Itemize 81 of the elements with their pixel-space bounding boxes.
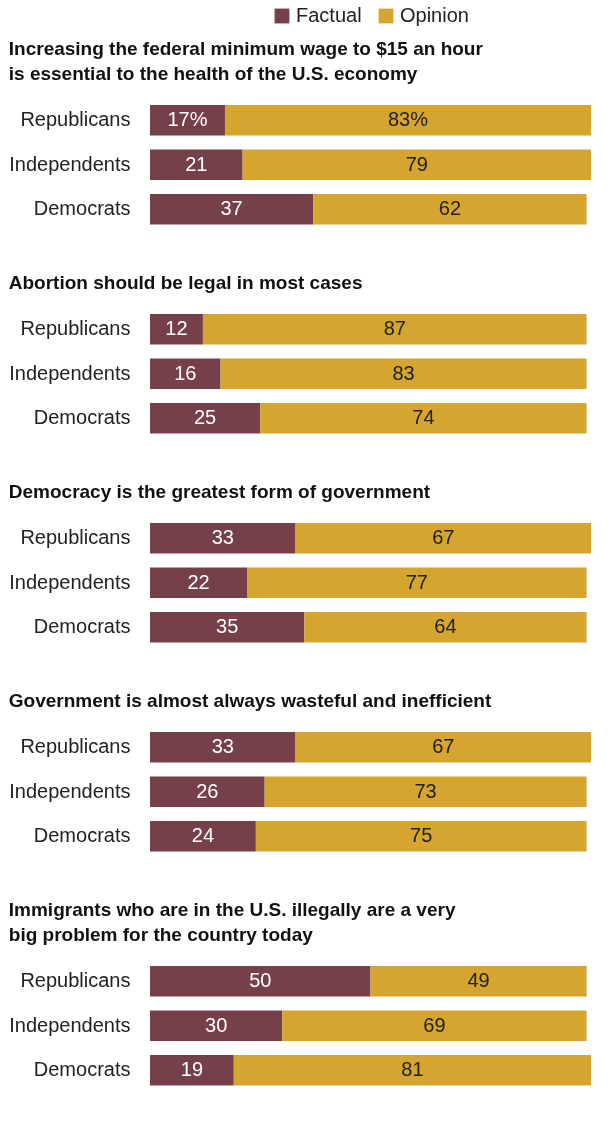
chart-title: Abortion should be legal in most cases [8, 272, 363, 293]
data-label: 35 [216, 615, 239, 638]
bar [150, 403, 261, 434]
legend-label: Opinion [400, 4, 469, 26]
data-label: 74 [412, 406, 435, 429]
y-tick-label: Independents [9, 152, 131, 175]
data-label: 75 [410, 824, 433, 847]
data-label: 79 [405, 152, 428, 175]
bar [150, 776, 265, 807]
bar [202, 314, 587, 345]
y-tick-label: Democrats [33, 197, 131, 220]
data-label: 33 [211, 735, 234, 758]
bar [150, 1010, 283, 1041]
legend-label: Factual [296, 4, 362, 26]
chart-title: Immigrants who are in the U.S. illegally are a very big problem for the country today [8, 899, 456, 945]
data-label: 83% [387, 108, 429, 131]
bar [304, 612, 587, 643]
data-label: 30 [205, 1013, 228, 1036]
bar [282, 1010, 587, 1041]
bar [264, 776, 587, 807]
data-label: 64 [434, 615, 457, 638]
data-label: 77 [405, 570, 428, 593]
data-label: 73 [414, 779, 437, 802]
data-label: 37 [220, 197, 243, 220]
data-label: 87 [383, 317, 406, 340]
bar [150, 567, 248, 598]
y-tick-label: Independents [9, 1013, 131, 1036]
bar [150, 732, 296, 763]
data-label: 21 [185, 152, 208, 175]
bar [295, 732, 591, 763]
bar [150, 821, 256, 852]
data-label: 24 [191, 824, 215, 847]
y-tick-label: Republicans [20, 526, 131, 549]
bar [313, 194, 587, 225]
bar [224, 105, 591, 136]
y-tick-label: Republicans [20, 108, 131, 131]
bar [150, 966, 371, 997]
bar [150, 194, 314, 225]
data-label: 33 [211, 526, 234, 549]
y-tick-label: Republicans [20, 969, 131, 992]
bar [150, 523, 296, 554]
data-label: 62 [438, 197, 462, 220]
y-tick-label: Democrats [33, 615, 131, 638]
bar [260, 403, 587, 434]
chart-title: Increasing the federal minimum wage to $15 an hour is essential to the health of the U.S. economy [8, 38, 484, 84]
y-tick-label: Independents [9, 361, 131, 384]
data-label: 12 [165, 317, 188, 340]
y-tick-label: Democrats [33, 824, 131, 847]
y-tick-label: Independents [9, 779, 131, 802]
chart-title: Democracy is the greatest form of government [8, 481, 431, 502]
bar [233, 1055, 591, 1086]
data-label: 26 [196, 779, 219, 802]
bar [150, 358, 221, 389]
data-label: 25 [194, 406, 217, 429]
data-label: 69 [423, 1013, 446, 1036]
data-label: 81 [401, 1058, 424, 1081]
bar [247, 567, 587, 598]
bar [295, 523, 591, 554]
y-tick-label: Democrats [33, 1058, 131, 1081]
data-label: 50 [249, 969, 272, 992]
data-label: 83 [392, 361, 415, 384]
data-label: 17% [167, 108, 208, 131]
bar [150, 612, 305, 643]
chart-title: Government is almost always wasteful and inefficient [8, 690, 492, 711]
bar [242, 149, 591, 180]
bar [370, 966, 587, 997]
bar [255, 821, 587, 852]
data-label: 19 [180, 1058, 204, 1081]
y-tick-label: Independents [9, 570, 131, 593]
y-tick-label: Republicans [20, 735, 131, 758]
y-tick-label: Republicans [20, 317, 131, 340]
bar [220, 358, 587, 389]
data-label: 67 [432, 526, 455, 549]
data-label: 16 [174, 361, 197, 384]
data-label: 22 [187, 570, 210, 593]
bar [150, 149, 243, 180]
bar [150, 314, 203, 345]
y-tick-label: Democrats [33, 406, 131, 429]
data-label: 49 [467, 969, 490, 992]
bar [150, 1055, 234, 1086]
data-label: 67 [432, 735, 455, 758]
